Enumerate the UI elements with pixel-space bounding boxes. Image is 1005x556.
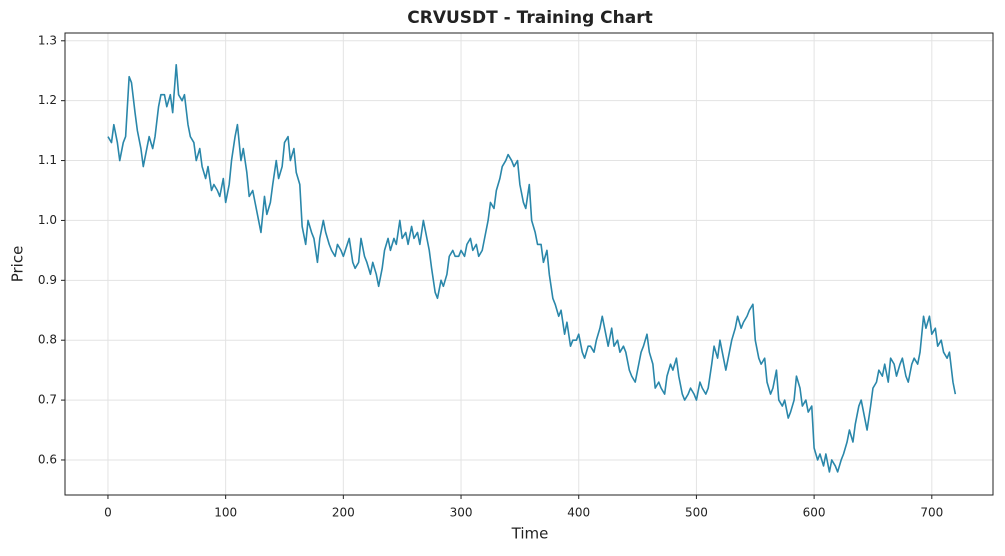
x-axis-label: Time [511,525,549,543]
y-axis-label: Price [9,246,27,283]
x-tick-label: 600 [803,506,826,520]
line-series [107,63,957,473]
y-tick-label: 0.6 [38,452,57,466]
x-tick-label: 300 [450,506,473,520]
x-tick-label: 100 [214,506,237,520]
y-tick-label: 0.7 [38,393,57,407]
y-tick-label: 0.8 [38,333,57,347]
y-tick-label: 1.3 [38,33,57,47]
y-tick-label: 1.1 [38,153,57,167]
y-tick-label: 1.0 [38,213,57,227]
x-tick-label: 400 [567,506,590,520]
y-tick-label: 1.2 [38,93,57,107]
x-tick-label: 200 [332,506,355,520]
chart-title: CRVUSDT - Training Chart [407,8,652,28]
y-tick-label: 0.9 [38,273,57,287]
x-tick-label: 700 [920,506,943,520]
x-tick-label: 500 [685,506,708,520]
x-tick-label: 0 [104,506,112,520]
plot-frame [64,32,994,496]
